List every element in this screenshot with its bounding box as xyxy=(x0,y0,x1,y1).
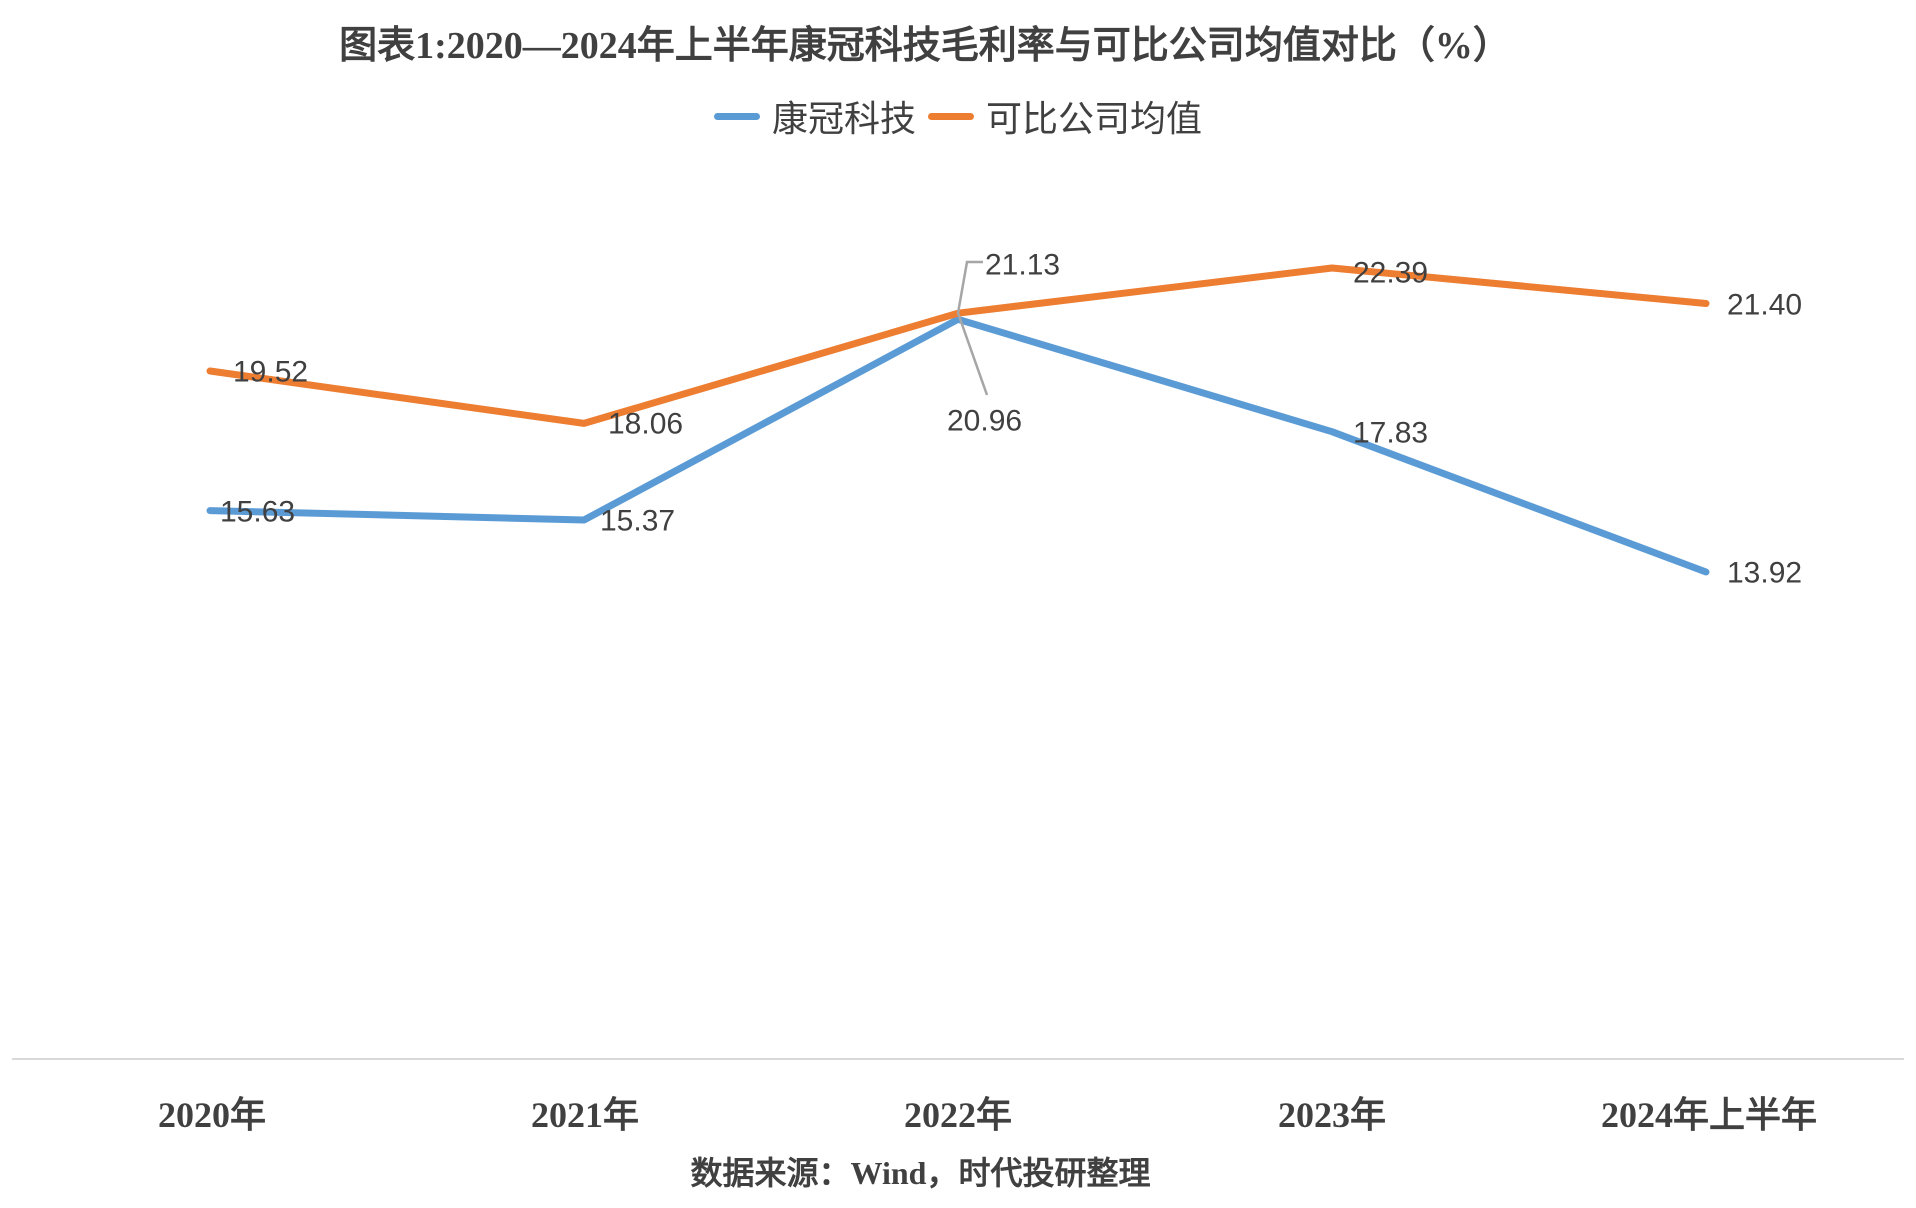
data-label: 18.06 xyxy=(608,408,683,441)
data-label: 17.83 xyxy=(1353,417,1428,450)
legend-label-series-1: 康冠科技 xyxy=(771,99,916,139)
legend-line-swatch-orange xyxy=(928,112,974,120)
legend-item-series-2: 可比公司均值 xyxy=(928,90,1202,142)
data-label: 15.37 xyxy=(600,505,675,538)
data-label: 20.96 xyxy=(947,405,1022,438)
data-label: 19.52 xyxy=(233,356,308,389)
data-label: 21.40 xyxy=(1727,289,1802,322)
category-axis-line xyxy=(12,1058,1904,1060)
data-label: 15.63 xyxy=(220,496,295,529)
data-label: 13.92 xyxy=(1727,557,1802,590)
chart-legend: 康冠科技 可比公司均值 xyxy=(0,90,1916,142)
legend-item-series-1: 康冠科技 xyxy=(713,90,916,142)
series-line-1 xyxy=(206,315,1710,576)
callout-leader-line xyxy=(956,260,989,396)
source-note: 数据来源：Wind，时代投研整理 xyxy=(690,1155,1151,1191)
legend-label-series-2: 可比公司均值 xyxy=(986,99,1203,139)
data-label: 22.39 xyxy=(1353,257,1428,290)
series-line-2 xyxy=(206,264,1710,427)
legend-line-swatch-blue xyxy=(713,112,760,120)
chart-title: 图表1:2020—2024年上半年康冠科技毛利率与可比公司均值对比（%） xyxy=(339,25,1511,67)
data-label: 21.13 xyxy=(985,249,1060,282)
